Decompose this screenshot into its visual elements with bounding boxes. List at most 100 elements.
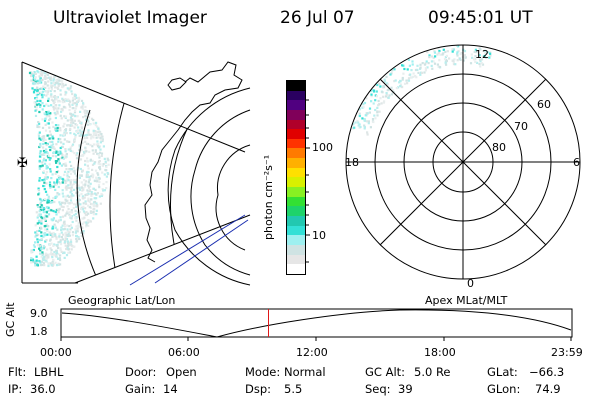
- aurora-pixel: [37, 214, 40, 217]
- aurora-pixel: [82, 205, 85, 208]
- aurora-pixel: [64, 116, 67, 119]
- aurora-pixel: [49, 148, 52, 152]
- aurora-pixel: [47, 87, 50, 90]
- aurora-pixel: [81, 107, 84, 110]
- polar-aurora-pixel: [383, 78, 386, 81]
- aurora-pixel: [99, 151, 102, 154]
- aurora-pixel: [78, 174, 81, 177]
- aurora-pixel: [48, 158, 51, 161]
- aurora-pixel: [69, 87, 72, 90]
- aurora-pixel: [39, 245, 42, 248]
- aurora-pixel: [64, 181, 67, 185]
- aurora-pixel: [35, 233, 39, 236]
- aurora-pixel: [78, 176, 81, 179]
- polar-aurora-pixel: [425, 60, 428, 63]
- aurora-pixel: [93, 162, 96, 165]
- aurora-pixel: [39, 91, 42, 94]
- aurora-pixel: [38, 247, 41, 250]
- aurora-pixel: [36, 86, 39, 89]
- aurora-pixel: [100, 133, 103, 136]
- aurora-pixel: [83, 211, 86, 215]
- aurora-pixel: [66, 224, 69, 227]
- polar-aurora-pixel: [437, 51, 440, 54]
- aurora-pixel: [39, 198, 42, 201]
- aurora-pixel: [66, 233, 69, 236]
- aurora-pixel: [37, 193, 40, 196]
- polar-aurora-pixel: [362, 106, 365, 109]
- gain-label: Gain:: [125, 382, 156, 396]
- aurora-pixel: [55, 155, 58, 158]
- aurora-pixel: [95, 193, 98, 196]
- aurora-pixel: [47, 263, 50, 266]
- aurora-pixel: [47, 256, 50, 259]
- polar-aurora-pixel: [456, 45, 459, 47]
- polar-aurora-pixel: [369, 126, 372, 129]
- polar-aurora-pixel: [362, 103, 365, 106]
- aurora-emission: [28, 70, 110, 268]
- aurora-pixel: [96, 152, 99, 155]
- aurora-pixel: [44, 76, 47, 79]
- aurora-pixel: [43, 216, 46, 219]
- aurora-pixel: [73, 245, 76, 248]
- aurora-pixel: [83, 110, 86, 114]
- aurora-pixel: [40, 234, 43, 238]
- aurora-pixel: [68, 105, 72, 108]
- coastline-island: [167, 77, 187, 91]
- aurora-pixel: [34, 103, 37, 107]
- aurora-pixel: [47, 195, 50, 198]
- aurora-pixel: [44, 228, 47, 231]
- aurora-pixel: [37, 93, 40, 96]
- aurora-pixel: [69, 85, 73, 88]
- aurora-pixel: [30, 257, 33, 260]
- polar-aurora-pixel: [436, 63, 439, 66]
- aurora-pixel: [42, 146, 45, 149]
- polar-aurora-pixel: [479, 60, 482, 63]
- aurora-pixel: [77, 199, 80, 202]
- aurora-pixel: [36, 79, 39, 82]
- aurora-pixel: [51, 140, 54, 143]
- aurora-pixel: [65, 195, 68, 198]
- polar-aurora-pixel: [480, 62, 484, 65]
- aurora-pixel: [53, 76, 56, 79]
- aurora-pixel: [41, 108, 44, 111]
- aurora-pixel: [39, 145, 42, 148]
- aurora-pixel: [59, 150, 62, 153]
- aurora-pixel: [36, 238, 39, 241]
- aurora-pixel: [72, 107, 75, 110]
- aurora-pixel: [58, 193, 61, 196]
- polar-aurora-pixel: [374, 117, 377, 120]
- aurora-pixel: [67, 244, 70, 247]
- polar-aurora-pixel: [393, 80, 396, 83]
- aurora-pixel: [61, 82, 64, 86]
- aurora-pixel: [61, 97, 64, 100]
- aurora-pixel: [57, 107, 60, 110]
- aurora-pixel: [52, 107, 55, 110]
- polar-aurora-pixel: [388, 94, 391, 97]
- polar-aurora-pixel: [393, 68, 396, 71]
- polar-aurora-pixel: [402, 72, 405, 75]
- aurora-pixel: [97, 162, 100, 165]
- polar-aurora-pixel: [399, 79, 402, 82]
- aurora-pixel: [33, 101, 36, 104]
- aurora-pixel: [38, 179, 41, 182]
- aurora-pixel: [39, 142, 42, 146]
- aurora-pixel: [85, 211, 88, 214]
- polar-aurora-pixel: [372, 89, 376, 92]
- aurora-pixel: [84, 180, 87, 183]
- polar-aurora-pixel: [456, 52, 459, 56]
- polar-aurora-pixel: [364, 114, 367, 117]
- aurora-pixel: [79, 131, 82, 134]
- aurora-pixel: [92, 122, 95, 125]
- aurora-pixel: [94, 161, 97, 164]
- aurora-pixel: [41, 138, 44, 141]
- aurora-pixel: [45, 94, 48, 97]
- aurora-pixel: [87, 142, 90, 146]
- aurora-pixel: [73, 138, 76, 141]
- aurora-pixel: [39, 150, 42, 153]
- aurora-pixel: [65, 185, 68, 188]
- polar-aurora-pixel: [419, 73, 422, 76]
- polar-aurora-pixel: [407, 79, 411, 82]
- aurora-pixel: [80, 181, 83, 184]
- polar-aurora-pixel: [456, 54, 459, 57]
- aurora-pixel: [56, 244, 59, 248]
